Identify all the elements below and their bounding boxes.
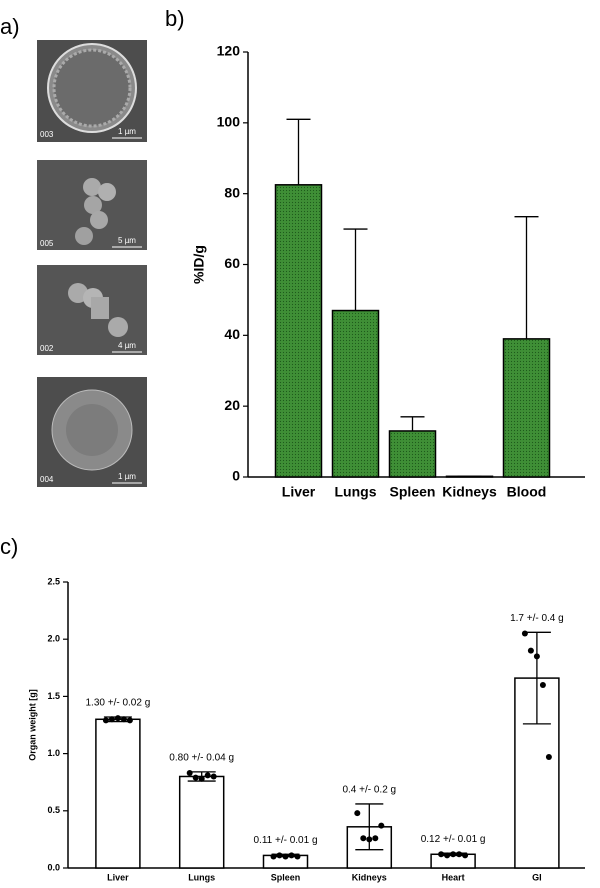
data-point	[366, 836, 373, 843]
y-tick-label: 2.5	[47, 576, 60, 586]
data-point	[198, 775, 205, 782]
data-point	[378, 822, 385, 829]
value-label: 0.4 +/- 0.2 g	[342, 785, 396, 796]
micrograph-id: 005	[40, 239, 54, 248]
x-tick-label: Liver	[107, 872, 129, 882]
error-bar	[343, 228, 368, 311]
bar	[502, 338, 551, 478]
data-point	[120, 716, 127, 723]
bar	[178, 775, 225, 869]
data-point	[450, 851, 457, 858]
value-label: 0.11 +/- 0.01 g	[253, 835, 317, 846]
data-point	[108, 716, 115, 723]
scale-bar-label: 5 µm	[118, 236, 136, 245]
data-point	[354, 810, 361, 817]
y-tick-label: 0.5	[47, 805, 60, 815]
data-point	[114, 715, 121, 722]
data-point	[192, 774, 199, 781]
micrograph: 005 5 µm	[37, 160, 147, 250]
data-point	[126, 717, 133, 724]
panel-label: b)	[165, 6, 185, 31]
y-tick-label: 1.5	[47, 691, 60, 701]
data-point	[360, 835, 367, 842]
y-tick-label: 0	[232, 468, 240, 484]
value-label: 1.30 +/- 0.02 g	[86, 698, 151, 709]
data-point	[438, 851, 445, 858]
x-tick-label: GI	[532, 872, 542, 882]
panel-label: c)	[0, 534, 18, 559]
x-tick-label: Kidneys	[442, 484, 497, 500]
y-tick-label: 1.0	[47, 748, 60, 758]
data-point	[521, 630, 528, 637]
x-tick-label: Lungs	[188, 872, 215, 882]
scale-bar-label: 1 µm	[118, 472, 136, 481]
y-axis-label: Organ weight [g]	[27, 689, 37, 761]
y-tick-label: 80	[224, 184, 240, 200]
bar	[95, 718, 141, 869]
data-point	[545, 754, 552, 761]
data-point	[288, 852, 295, 859]
micrograph-id: 004	[40, 475, 54, 484]
y-tick-label: 100	[217, 114, 241, 130]
x-tick-label: Liver	[282, 484, 316, 500]
y-tick-label: 40	[224, 326, 240, 342]
x-tick-label: Heart	[442, 872, 465, 882]
data-point	[276, 852, 283, 859]
error-bar	[514, 216, 539, 339]
error-bar	[286, 118, 311, 185]
bar	[274, 184, 323, 478]
data-point	[102, 717, 109, 724]
bar	[388, 430, 437, 478]
data-point	[270, 853, 277, 860]
panel-label: a)	[0, 14, 20, 39]
data-point	[282, 853, 289, 860]
data-point	[456, 851, 463, 858]
data-point	[533, 653, 540, 660]
data-point	[294, 853, 301, 860]
y-tick-label: 0.0	[47, 862, 60, 872]
y-axis-label: %ID/g	[191, 245, 207, 284]
micrograph: 004 1 µm	[37, 377, 147, 487]
bar	[331, 309, 380, 478]
x-tick-label: Lungs	[335, 484, 377, 500]
micrograph-id: 003	[40, 130, 54, 139]
micrograph: 002 4 µm	[37, 265, 147, 355]
data-point	[372, 835, 379, 842]
x-tick-label: Kidneys	[352, 872, 387, 882]
scale-bar-label: 1 µm	[118, 127, 136, 136]
micrograph-id: 002	[40, 344, 54, 353]
scale-bar-label: 4 µm	[118, 341, 136, 350]
micrograph: 003 1 µm	[37, 40, 147, 142]
data-point	[210, 773, 217, 780]
y-tick-label: 20	[224, 397, 240, 413]
x-tick-label: Spleen	[271, 872, 301, 882]
data-point	[539, 681, 546, 688]
value-label: 1.7 +/- 0.4 g	[510, 613, 564, 624]
data-point	[204, 772, 211, 779]
value-label: 0.80 +/- 0.04 g	[169, 753, 234, 764]
value-label: 0.12 +/- 0.01 g	[421, 834, 486, 845]
x-tick-label: Blood	[507, 484, 547, 500]
data-point	[527, 647, 534, 654]
data-point	[462, 852, 469, 859]
y-tick-label: 60	[224, 255, 240, 271]
x-tick-label: Spleen	[390, 484, 436, 500]
data-point	[186, 770, 193, 777]
error-bar	[400, 416, 425, 431]
data-point	[444, 852, 451, 859]
y-tick-label: 120	[217, 43, 241, 59]
y-tick-label: 2.0	[47, 634, 60, 644]
